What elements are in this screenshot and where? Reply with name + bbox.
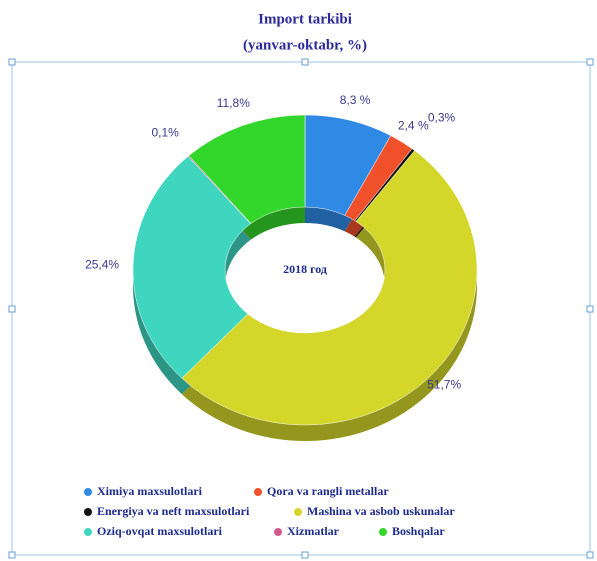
chart-subtitle: (yanvar-oktabr, %) [243,37,367,53]
legend-marker [84,528,92,536]
frame-handles [8,58,594,559]
legend-label: Oziq-ovqat maxsulotlari [97,524,223,538]
legend-marker [254,488,262,496]
slice [181,150,478,426]
legend-label: Qora va rangli metallar [267,484,389,498]
legend-marker [379,528,387,536]
legend-label: Energiya va neft maxsulotlari [97,504,250,518]
slice [188,114,306,224]
data-label: 11,8% [217,96,250,110]
legend-label: Boshqalar [392,524,445,538]
legend-label: Xizmatlar [287,524,340,538]
data-label: 0,3% [428,111,456,125]
data-label: 2,4 % [398,119,429,133]
center-label: 2018 год [283,262,327,276]
legend-marker [294,508,302,516]
legend-marker [84,508,92,516]
data-label: 8,3 % [340,93,371,107]
chart-title: Import tarkibi [258,11,352,27]
legend-label: Mashina va asbob uskunalar [307,504,455,518]
legend-marker [84,488,92,496]
data-label: 51,7% [427,378,461,392]
slice [132,156,251,379]
legend-marker [274,528,282,536]
data-label: 0,1% [151,125,179,139]
legend-label: Ximiya maxsulotlari [97,484,203,498]
data-label: 25,4% [85,258,119,272]
